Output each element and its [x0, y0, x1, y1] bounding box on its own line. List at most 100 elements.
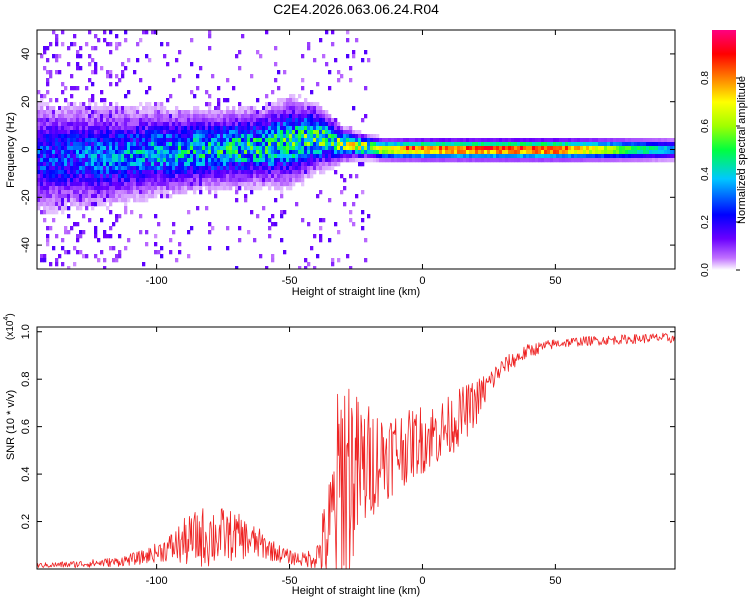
heat-cell: [391, 154, 395, 159]
heat-cell: [295, 106, 299, 111]
heat-cell: [301, 110, 305, 115]
heat-cell: [61, 202, 65, 207]
x-tick-label: -50: [282, 575, 298, 587]
heat-cell: [208, 134, 212, 139]
heat-cell: [154, 30, 158, 35]
heat-cell: [241, 142, 245, 147]
heat-cell: [190, 166, 194, 171]
heat-cell: [319, 166, 323, 171]
heat-cell: [43, 202, 47, 207]
heat-cell: [304, 258, 308, 263]
heat-cell: [298, 162, 302, 167]
heat-cell: [595, 158, 599, 163]
heat-cell: [73, 142, 77, 147]
heat-cell: [325, 134, 329, 139]
heat-cell: [112, 130, 116, 135]
heat-cell: [289, 118, 293, 123]
heat-cell: [505, 150, 509, 155]
heat-cell: [667, 142, 671, 147]
heat-cell: [235, 174, 239, 179]
heat-cell: [175, 170, 179, 175]
heat-cell: [337, 134, 341, 139]
heat-cell: [193, 142, 197, 147]
heat-cell: [193, 106, 197, 111]
heat-cell: [58, 106, 62, 111]
heat-cell: [208, 182, 212, 187]
heat-cell: [55, 206, 59, 211]
heat-cell: [109, 118, 113, 123]
heat-cell: [385, 150, 389, 155]
heat-cell: [163, 178, 167, 183]
heat-cell: [151, 194, 155, 199]
heat-cell: [307, 174, 311, 179]
heat-cell: [277, 170, 281, 175]
heat-cell: [445, 158, 449, 163]
heat-cell: [253, 118, 257, 123]
heat-cell: [139, 158, 143, 163]
heat-cell: [670, 150, 674, 155]
heat-cell: [307, 146, 311, 151]
heat-cell: [211, 186, 215, 191]
heat-cell: [577, 146, 581, 151]
heat-cell: [106, 150, 110, 155]
heat-cell: [268, 218, 272, 223]
heat-cell: [121, 158, 125, 163]
heat-cell: [361, 218, 365, 223]
heat-cell: [610, 138, 614, 143]
heat-cell: [223, 118, 227, 123]
heat-cell: [331, 166, 335, 171]
heat-cell: [145, 158, 149, 163]
heat-cell: [124, 114, 128, 119]
heat-cell: [352, 202, 356, 207]
heat-cell: [301, 150, 305, 155]
heat-cell: [181, 174, 185, 179]
heat-cell: [250, 134, 254, 139]
heat-cell: [520, 142, 524, 147]
heat-cell: [436, 142, 440, 147]
heat-cell: [61, 106, 65, 111]
heat-cell: [262, 158, 266, 163]
heat-cell: [100, 138, 104, 143]
heat-cell: [85, 130, 89, 135]
heat-cell: [547, 142, 551, 147]
heat-cell: [127, 110, 131, 115]
heat-cell: [643, 150, 647, 155]
heat-cell: [142, 150, 146, 155]
heat-cell: [109, 150, 113, 155]
heat-cell: [496, 154, 500, 159]
heat-cell: [139, 214, 143, 219]
heat-cell: [316, 166, 320, 171]
heat-cell: [364, 142, 368, 147]
heat-cell: [178, 110, 182, 115]
heat-cell: [115, 198, 119, 203]
heat-cell: [109, 142, 113, 147]
heat-cell: [115, 118, 119, 123]
heat-cell: [673, 142, 675, 147]
heat-cell: [298, 110, 302, 115]
heat-cell: [52, 162, 56, 167]
heat-cell: [235, 150, 239, 155]
heat-cell: [124, 162, 128, 167]
heat-cell: [154, 234, 158, 239]
heat-cell: [79, 178, 83, 183]
heat-cell: [70, 118, 74, 123]
heat-cell: [286, 102, 290, 107]
heat-cell: [307, 46, 311, 51]
heat-cell: [196, 110, 200, 115]
heat-cell: [601, 158, 605, 163]
heat-cell: [337, 230, 341, 235]
heat-cell: [76, 62, 80, 67]
heat-cell: [61, 186, 65, 191]
heat-cell: [208, 46, 212, 51]
heat-cell: [70, 186, 74, 191]
heat-cell: [577, 138, 581, 143]
heat-cell: [79, 158, 83, 163]
heat-cell: [115, 110, 119, 115]
heat-cell: [547, 150, 551, 155]
heat-cell: [346, 254, 350, 259]
heat-cell: [331, 134, 335, 139]
heat-cell: [334, 154, 338, 159]
heat-cell: [556, 154, 560, 159]
heat-cell: [190, 170, 194, 175]
